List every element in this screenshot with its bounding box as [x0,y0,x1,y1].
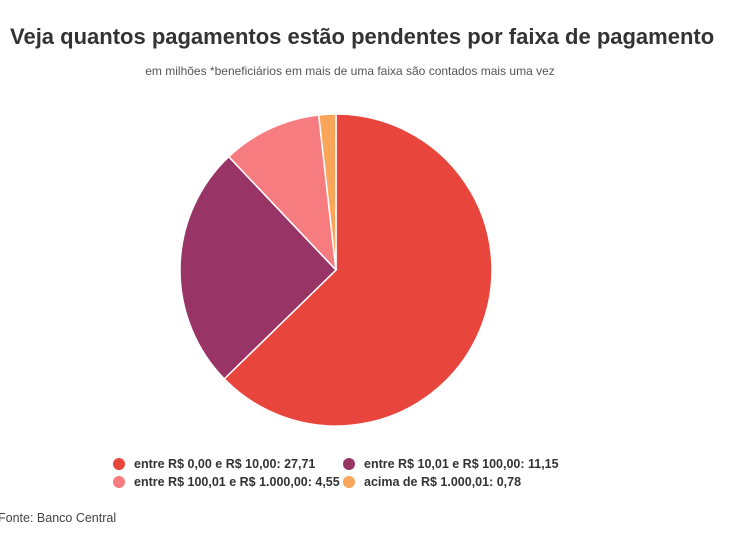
legend-swatch-1 [343,458,355,470]
legend-label-0: entre R$ 0,00 e R$ 10,00: 27,71 [134,457,316,471]
legend-swatch-2 [113,476,125,488]
legend-swatch-3 [343,476,355,488]
pie-slice-2[interactable] [228,114,337,271]
chart-subtitle: em milhões *beneficiários em mais de uma… [145,64,555,78]
pie-slice-1[interactable] [179,155,337,380]
legend-item-1: entre R$ 10,01 e R$ 100,00: 11,15 [343,456,563,472]
legend-label-1: entre R$ 10,01 e R$ 100,00: 11,15 [364,457,559,471]
pie-slice-0[interactable] [223,113,493,427]
chart-source: Fonte: Banco Central [0,511,117,525]
chart-title: Veja quantos pagamentos estão pendentes … [10,24,715,49]
legend-label-2: entre R$ 100,01 e R$ 1.000,00: 4,55 [134,475,340,489]
legend-label-3: acima de R$ 1.000,01: 0,78 [364,475,522,489]
chart-legend: entre R$ 0,00 e R$ 10,00: 27,71 entre R$… [113,456,563,490]
legend-item-2: entre R$ 100,01 e R$ 1.000,00: 4,55 [113,474,343,490]
legend-swatch-0 [113,458,125,470]
legend-item-0: entre R$ 0,00 e R$ 10,00: 27,71 [113,456,343,472]
pie-slice-3[interactable] [317,113,337,271]
legend-item-3: acima de R$ 1.000,01: 0,78 [343,474,563,490]
